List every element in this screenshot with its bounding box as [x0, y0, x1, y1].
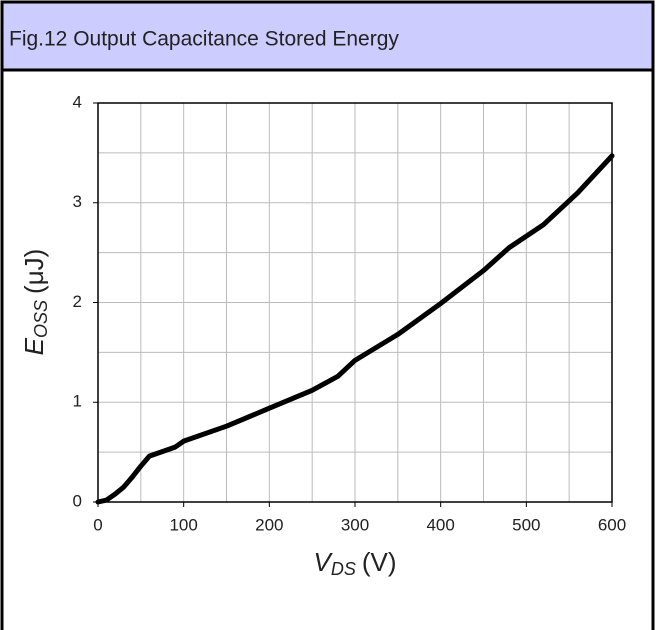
y-axis-label: EOSS (μJ) [19, 249, 51, 356]
x-tick-label: 100 [169, 515, 197, 534]
y-tick-label: 4 [73, 92, 82, 111]
x-label-main: V [313, 547, 333, 577]
x-label-unit: (V) [362, 547, 397, 577]
chart-title: Fig.12 Output Capacitance Stored Energy [9, 28, 399, 51]
y-label-main: E [19, 337, 49, 355]
y-label-sub: OSS [31, 300, 51, 338]
y-tick-label: 1 [73, 392, 82, 411]
header-band [0, 0, 655, 72]
x-label-sub: DS [331, 559, 356, 579]
x-tick-label: 0 [93, 515, 102, 534]
x-tick-label: 600 [598, 515, 626, 534]
x-tick-label: 500 [512, 515, 540, 534]
y-tick-label: 2 [73, 292, 82, 311]
data-line [95, 153, 615, 505]
y-label-unit: (μJ) [19, 249, 49, 294]
y-tick-label: 0 [73, 491, 82, 510]
x-axis-label: VDS (V) [313, 547, 396, 579]
x-tick-label: 400 [426, 515, 454, 534]
x-tick-label: 300 [341, 515, 369, 534]
y-tick-label: 3 [73, 192, 82, 211]
x-tick-label: 200 [255, 515, 283, 534]
